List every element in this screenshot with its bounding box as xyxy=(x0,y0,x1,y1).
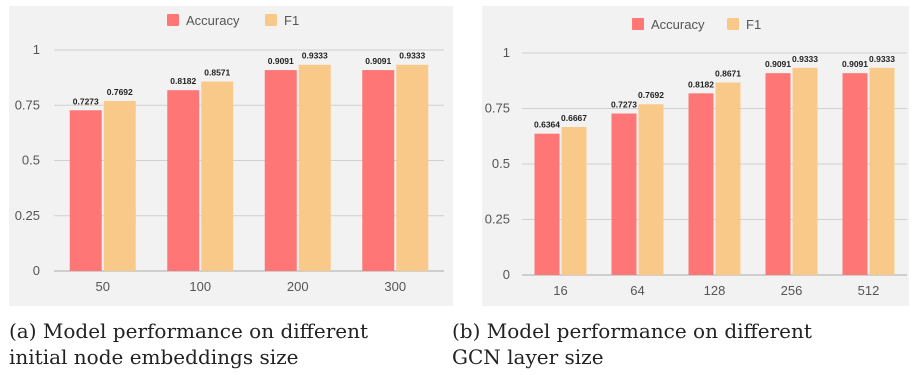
x-tick-label: 64 xyxy=(630,283,644,298)
data-label: 0.6667 xyxy=(561,113,587,123)
data-label: 0.9091 xyxy=(842,59,868,69)
data-label: 0.7692 xyxy=(107,87,133,97)
data-label: 0.7273 xyxy=(611,100,637,110)
accuracy-bar xyxy=(69,110,102,272)
data-label: 0.7273 xyxy=(73,96,99,106)
y-tick-label: 0.5 xyxy=(22,153,40,168)
accuracy-bar xyxy=(167,90,200,272)
y-tick-label: 0 xyxy=(33,263,40,278)
data-label: 0.8182 xyxy=(170,76,196,86)
legend-label-f1: F1 xyxy=(284,13,299,28)
data-label: 0.8571 xyxy=(204,68,230,78)
accuracy-bar xyxy=(842,73,868,275)
y-tick-label: 0 xyxy=(503,267,510,282)
legend-label-f1: F1 xyxy=(746,17,761,32)
data-label: 0.9333 xyxy=(399,51,425,61)
data-label: 0.9333 xyxy=(792,54,818,64)
y-tick-label: 0.25 xyxy=(15,208,40,223)
x-tick-label: 256 xyxy=(781,283,803,298)
f1-bar xyxy=(298,64,331,272)
y-tick-label: 0.75 xyxy=(15,97,40,112)
accuracy-bar xyxy=(765,73,791,275)
data-label: 0.9333 xyxy=(302,51,328,61)
x-tick-label: 100 xyxy=(189,279,211,294)
legend-swatch-accuracy xyxy=(632,18,644,30)
x-tick-label: 300 xyxy=(384,279,406,294)
data-label: 0.8182 xyxy=(688,79,714,89)
data-label: 0.9091 xyxy=(365,56,391,66)
chart-panel-b: 0 0.25 0.5 0.75 1 0.6364 0.6667 16 0.7273 0.7692 6… xyxy=(482,6,909,306)
data-label: 0.9333 xyxy=(869,54,895,64)
caption-a: (a) Model performance on different initi… xyxy=(9,319,369,369)
data-label: 0.7692 xyxy=(638,90,664,100)
x-tick-label: 16 xyxy=(553,283,567,298)
legend-swatch-f1 xyxy=(265,14,277,26)
accuracy-bar xyxy=(264,70,297,271)
data-label: 0.9091 xyxy=(268,56,294,66)
x-tick-label: 50 xyxy=(96,279,110,294)
legend-swatch-accuracy xyxy=(167,14,179,26)
f1-bar xyxy=(715,82,741,275)
data-label: 0.6364 xyxy=(534,120,560,130)
y-tick-label: 0.75 xyxy=(485,101,510,116)
caption-b: (b) Model performance on different GCN l… xyxy=(452,319,812,369)
data-label: 0.8671 xyxy=(715,69,741,79)
legend-swatch-f1 xyxy=(727,18,739,30)
f1-bar xyxy=(561,126,587,275)
y-tick-label: 1 xyxy=(33,42,40,57)
data-label: 0.9091 xyxy=(765,59,791,69)
x-tick-label: 128 xyxy=(704,283,726,298)
accuracy-bar xyxy=(534,133,560,275)
f1-bar xyxy=(638,104,664,275)
y-tick-label: 0.5 xyxy=(492,156,510,171)
accuracy-bar xyxy=(611,113,637,275)
chart-panel-a: 0 0.25 0.5 0.75 1 0.7273 0.7692 50 0.8182 0.8571 1… xyxy=(9,6,453,306)
accuracy-bar xyxy=(688,93,714,276)
accuracy-bar xyxy=(362,70,395,271)
legend-label-accuracy: Accuracy xyxy=(186,13,240,28)
chart-a-svg: 0 0.25 0.5 0.75 1 0.7273 0.7692 50 0.8182 0.8571 1… xyxy=(15,13,444,294)
y-tick-label: 1 xyxy=(503,45,510,60)
f1-bar xyxy=(396,64,429,272)
f1-bar xyxy=(869,67,895,275)
y-tick-label: 0.25 xyxy=(485,212,510,227)
x-tick-label: 200 xyxy=(287,279,309,294)
legend-label-accuracy: Accuracy xyxy=(651,17,705,32)
f1-bar xyxy=(201,81,234,271)
f1-bar xyxy=(792,67,818,275)
x-tick-label: 512 xyxy=(858,283,880,298)
f1-bar xyxy=(103,101,136,271)
